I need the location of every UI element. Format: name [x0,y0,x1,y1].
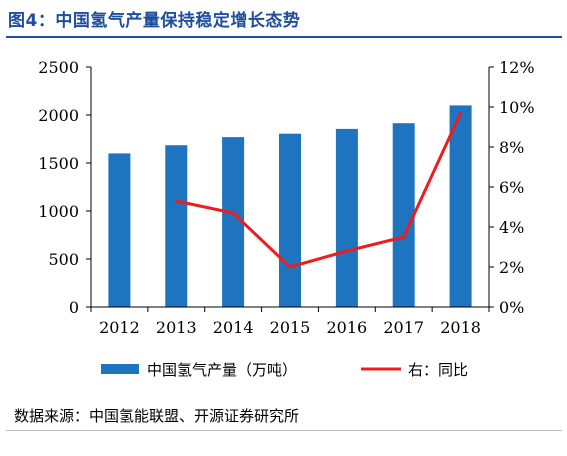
right-tick-label: 8% [499,138,524,157]
x-tick-label: 2018 [440,318,481,337]
left-tick-label: 500 [48,250,79,269]
combo-chart: 0 500 1000 1500 2000 2500 0% 2% 4% 6% 8% 10% 12% 2012… [38,58,535,379]
yoy-point-2018 [459,111,463,115]
x-tick-label: 2017 [383,318,424,337]
bar-2012 [108,153,131,307]
yoy-point-2014 [231,211,235,215]
legend-bar-label: 中国氢气产量（万吨） [147,361,297,379]
right-tick-label: 0% [499,298,524,317]
x-tick-label: 2016 [326,318,367,337]
yoy-point-2015 [288,265,292,269]
left-tick-label: 1500 [38,154,79,173]
yoy-point-2017 [402,235,406,239]
yoy-point-2016 [345,249,349,253]
yoy-point-2013 [174,199,178,203]
left-tick-label: 0 [69,298,79,317]
bar-2017 [392,123,415,307]
legend-bar-swatch [101,364,139,374]
bar-2014 [222,137,245,307]
left-tick-label: 1000 [38,202,79,221]
x-tick-label: 2014 [213,318,254,337]
bar-2016 [335,128,358,307]
figure-title: 图4：中国氢气产量保持稳定增长态势 [8,11,301,31]
right-tick-label: 10% [499,98,535,117]
right-tick-label: 2% [499,258,524,277]
x-tick-label: 2013 [156,318,197,337]
title-underline [6,36,562,38]
footer-divider [6,430,562,431]
bar-2015 [279,133,301,307]
x-tick-label: 2012 [99,318,140,337]
x-tick-label: 2015 [270,318,311,337]
right-tick-label: 4% [499,218,524,237]
legend-line-label: 右：同比 [408,361,468,379]
left-tick-label: 2500 [38,58,79,77]
yoy-line [175,112,462,269]
bar-2018 [449,105,472,308]
source-note: 数据来源：中国氢能联盟、开源证券研究所 [14,407,300,425]
left-tick-label: 2000 [38,106,79,125]
right-tick-label: 12% [499,58,535,77]
right-tick-label: 6% [499,178,524,197]
bar-2013 [165,145,188,307]
